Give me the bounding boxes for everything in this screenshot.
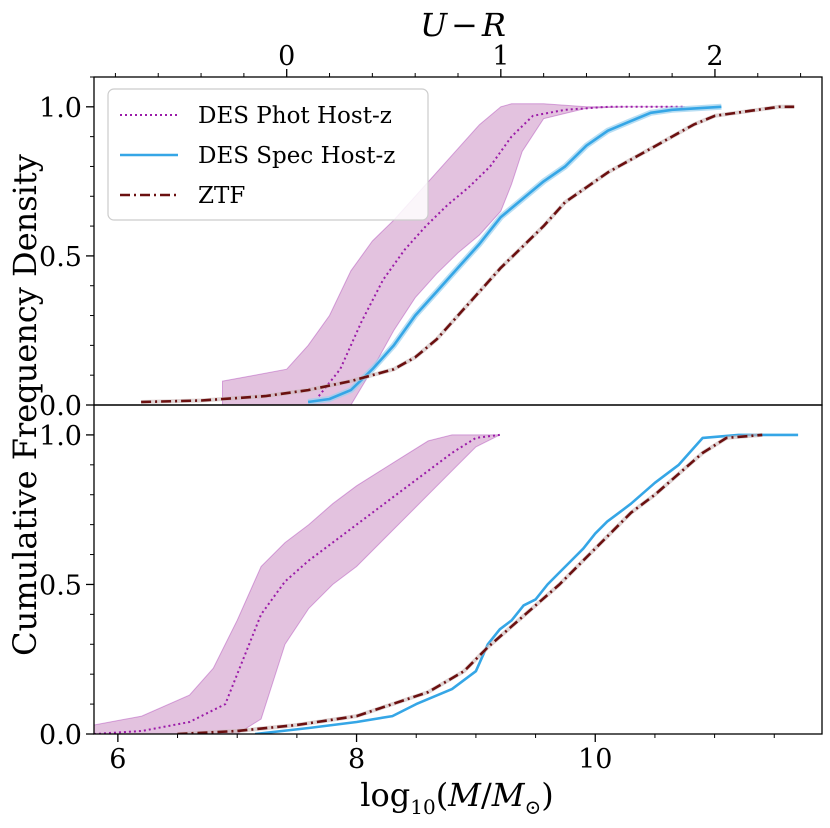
series-des-spec-host-z-bottom: [254, 433, 799, 734]
ytick-label-bottom: 0.0: [39, 720, 82, 751]
x-axis-label: log10(M/M⊙): [360, 776, 553, 819]
panel-bottom: 0.0 0.5 1.0 6 8 10: [39, 404, 823, 775]
ytick-label-top: 0.5: [39, 242, 82, 273]
ytick-label-top: 1.0: [39, 93, 82, 124]
series-des-spec-host-z-top: [307, 105, 722, 404]
ytick-label-bottom: 0.5: [39, 570, 82, 601]
series-des-phot-host-z-top: [318, 105, 685, 397]
top-xtick-label: 2: [706, 41, 723, 72]
series-des-phot-host-z-bottom: [94, 433, 500, 734]
y-axis-label: Cumulative Frequency Density: [6, 154, 44, 656]
plot-area-top: [141, 103, 795, 405]
ytick-label-bottom: 1.0: [39, 421, 82, 452]
series-ztf-top: [141, 105, 795, 404]
top-axis-label: U − R: [420, 6, 506, 44]
legend-label-ztf: ZTF: [198, 183, 245, 209]
bottom-xtick-label: 8: [348, 744, 365, 775]
bottom-xtick-label: 10: [578, 744, 612, 775]
legend-box: [107, 88, 429, 221]
bottom-xtick-label: 6: [109, 744, 126, 775]
series-ztf-bottom: [177, 433, 763, 734]
top-xtick-label: 0: [278, 41, 295, 72]
legend-label-spec: DES Spec Host-z: [198, 143, 395, 169]
plot-area-bottom: [94, 432, 799, 734]
frame-bottom: [93, 404, 823, 735]
legend-label-phot: DES Phot Host-z: [198, 103, 392, 129]
top-xtick-label: 1: [492, 41, 509, 72]
legend: DES Phot Host-z DES Spec Host-z ZTF: [107, 88, 429, 221]
ytick-label-top: 0.0: [39, 391, 82, 422]
